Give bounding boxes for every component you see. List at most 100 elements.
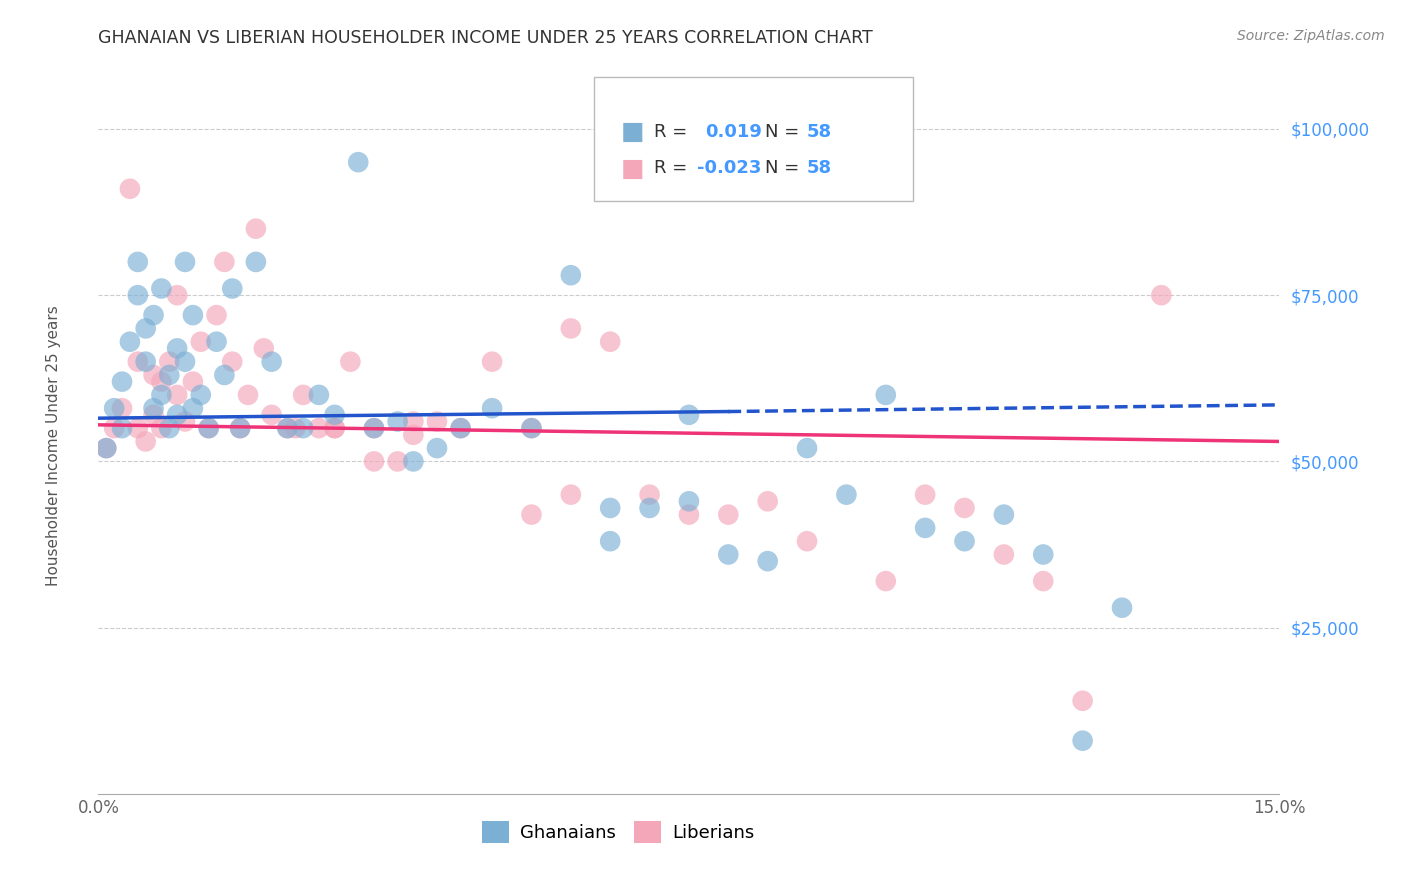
Point [953, 500, 976, 515]
Point [1071, 694, 1094, 708]
Point [481, 354, 503, 368]
Point [245, 221, 267, 235]
Point [756, 494, 779, 508]
Text: R =: R = [654, 123, 693, 141]
Point [599, 534, 621, 549]
Point [560, 488, 582, 502]
Point [323, 421, 346, 435]
Text: Source: ZipAtlas.com: Source: ZipAtlas.com [1237, 29, 1385, 43]
Point [260, 354, 283, 368]
Point [993, 548, 1015, 562]
Point [127, 255, 149, 269]
Point [1111, 600, 1133, 615]
Point [229, 421, 252, 435]
Text: 58: 58 [807, 160, 832, 178]
Point [875, 574, 897, 588]
Point [717, 508, 740, 522]
Point [276, 421, 298, 435]
Point [450, 421, 472, 435]
Point [197, 421, 219, 435]
Point [166, 288, 188, 302]
Point [127, 354, 149, 368]
Point [150, 281, 173, 295]
Point [560, 321, 582, 335]
Point [181, 308, 204, 322]
Point [190, 334, 212, 349]
Point [214, 255, 236, 269]
Point [347, 155, 370, 169]
Point [174, 255, 197, 269]
Text: ■: ■ [620, 156, 644, 180]
Point [205, 308, 228, 322]
Point [111, 401, 134, 416]
Point [756, 554, 779, 568]
Point [1032, 548, 1054, 562]
Point [323, 408, 346, 422]
Point [142, 408, 165, 422]
Point [229, 421, 252, 435]
Text: N =: N = [765, 160, 804, 178]
Point [245, 255, 267, 269]
Point [111, 421, 134, 435]
Point [142, 308, 165, 322]
Text: Householder Income Under 25 years: Householder Income Under 25 years [46, 306, 60, 586]
Point [953, 534, 976, 549]
Text: -0.023: -0.023 [697, 160, 762, 178]
Point [166, 388, 188, 402]
Point [678, 508, 700, 522]
Point [323, 421, 346, 435]
Point [150, 375, 173, 389]
Point [135, 434, 157, 449]
Point [221, 354, 243, 368]
Point [292, 388, 315, 402]
Point [387, 454, 409, 468]
Point [638, 500, 661, 515]
Point [402, 427, 425, 442]
Point [402, 454, 425, 468]
Point [284, 421, 307, 435]
Point [166, 408, 188, 422]
Text: 0.019: 0.019 [706, 123, 762, 141]
Point [197, 421, 219, 435]
Point [363, 454, 385, 468]
Point [157, 368, 180, 382]
Point [127, 288, 149, 302]
Point [221, 281, 243, 295]
Point [560, 268, 582, 283]
Point [993, 508, 1015, 522]
Text: 58: 58 [807, 123, 832, 141]
Point [260, 408, 283, 422]
Point [1150, 288, 1173, 302]
Point [875, 388, 897, 402]
Point [181, 401, 204, 416]
Point [835, 488, 858, 502]
Point [253, 342, 276, 356]
Point [363, 421, 385, 435]
Point [190, 388, 212, 402]
Point [214, 368, 236, 382]
Point [914, 488, 936, 502]
Point [96, 441, 118, 455]
Point [308, 388, 330, 402]
Point [157, 421, 180, 435]
Point [426, 415, 449, 429]
Point [387, 415, 409, 429]
Text: N =: N = [765, 123, 804, 141]
Point [142, 401, 165, 416]
Point [678, 408, 700, 422]
Text: ■: ■ [620, 120, 644, 144]
Point [96, 441, 118, 455]
Point [717, 548, 740, 562]
Point [450, 421, 472, 435]
Point [1071, 733, 1094, 747]
Point [181, 375, 204, 389]
Point [520, 421, 543, 435]
FancyBboxPatch shape [595, 77, 914, 202]
Point [205, 334, 228, 349]
Point [127, 421, 149, 435]
Point [142, 368, 165, 382]
Point [174, 415, 197, 429]
Point [914, 521, 936, 535]
Point [118, 182, 141, 196]
Point [157, 354, 180, 368]
